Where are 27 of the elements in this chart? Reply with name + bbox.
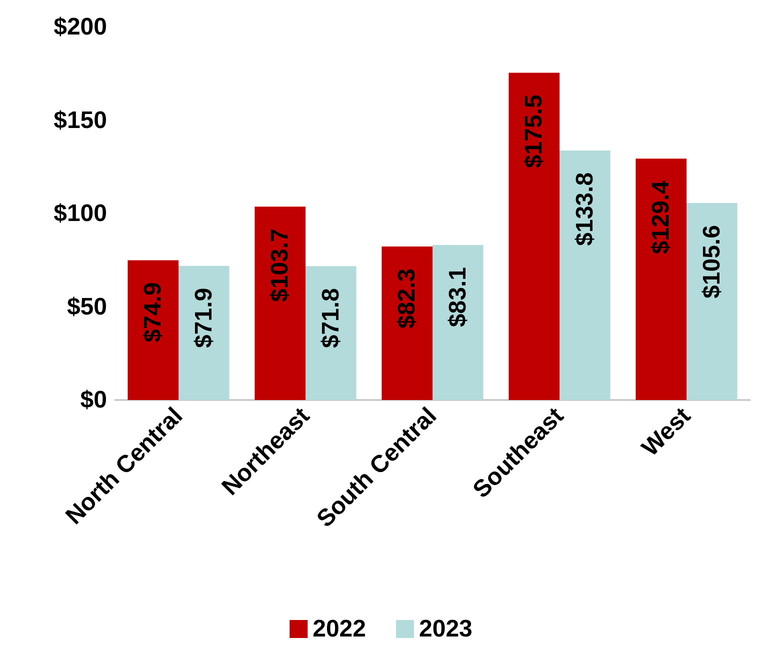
legend-label: 2022 [312,616,366,642]
bar [432,245,484,400]
data-label: $71.8 [317,288,344,348]
bar [686,203,738,400]
data-label: $82.3 [394,268,421,329]
data-label: $105.6 [698,225,726,298]
bar [306,266,356,400]
y-tick-label: $0 [80,386,107,414]
bar [382,246,432,400]
data-label: $133.8 [571,172,598,246]
legend-label: 2023 [419,616,472,642]
y-tick-label: $150 [54,106,107,134]
y-tick-label: $200 [54,14,107,40]
data-label: $103.7 [266,228,294,302]
data-label: $74.9 [140,282,167,342]
bar [508,72,560,400]
bar [636,158,686,400]
data-label: $129.4 [648,180,675,254]
y-tick-label: $100 [54,200,107,227]
data-label: $175.5 [520,94,548,168]
data-label: $71.9 [190,288,218,348]
y-tick-label: $50 [66,293,107,320]
bar [128,260,178,400]
bar [254,206,306,400]
data-label: $83.1 [444,267,472,328]
bar [178,266,230,400]
bar [560,150,610,400]
